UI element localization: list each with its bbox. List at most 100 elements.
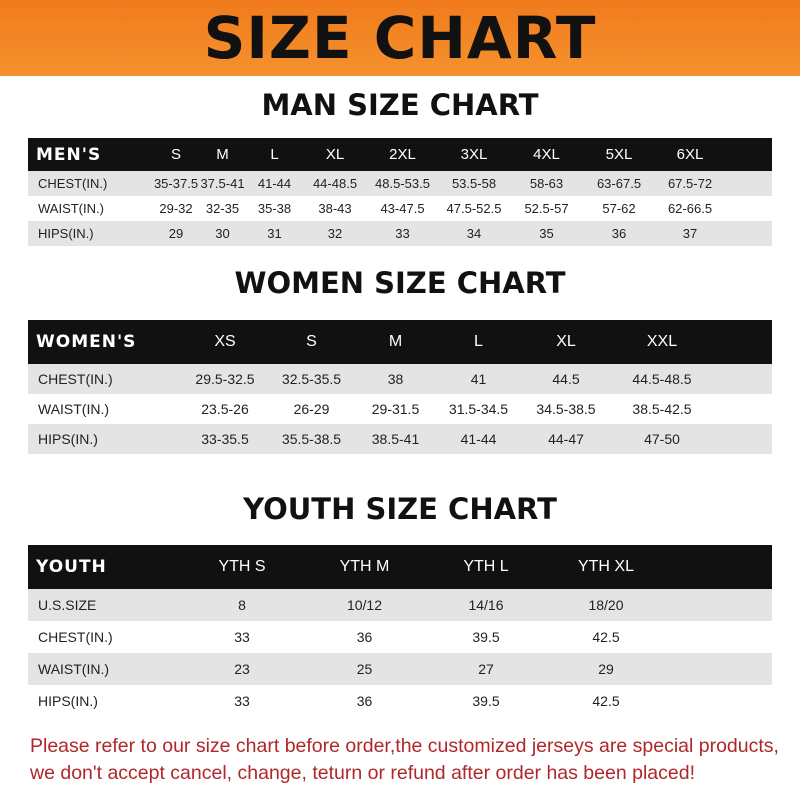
table-header: YOUTH YTH S YTH M YTH L YTH XL xyxy=(28,545,772,589)
cell: 36 xyxy=(356,693,373,709)
cell: S xyxy=(170,146,181,163)
cell: 34 xyxy=(466,226,482,241)
row-label: YOUTH xyxy=(36,557,107,577)
cell: L xyxy=(270,146,279,163)
cell: 31 xyxy=(267,226,282,241)
row-label: WAIST(IN.) xyxy=(38,661,110,677)
women-size-table: WOMEN'S XS S M L XL XXL CHEST(IN.) 29.5-32.5 32.5… xyxy=(28,320,772,454)
cell: 10/12 xyxy=(346,597,383,613)
cell: XL xyxy=(556,333,576,350)
table-row: CHEST(IN.) 29.5-32.5 32.5-35.5 38 41 44.5 44.5… xyxy=(28,364,772,394)
row-label: CHEST(IN.) xyxy=(38,629,113,645)
cell: 41-44 xyxy=(460,431,497,447)
cell: 41-44 xyxy=(257,176,292,191)
cell: 35.5-38.5 xyxy=(281,431,342,447)
table-row: WAIST(IN.) 23 25 27 29 xyxy=(28,653,772,685)
cell: 47-50 xyxy=(644,431,680,447)
cell: 29-32 xyxy=(159,201,193,216)
cell: M xyxy=(216,146,229,163)
table-row: U.S.SIZE 8 10/12 14/16 18/20 xyxy=(28,589,772,621)
cell: 2XL xyxy=(389,146,416,163)
cell: 25 xyxy=(356,661,373,677)
cell: 48.5-53.5 xyxy=(375,176,430,191)
row-label: WOMEN'S xyxy=(36,332,137,352)
cell: 33-35.5 xyxy=(201,431,249,447)
cell: 35 xyxy=(539,226,554,241)
row-label: U.S.SIZE xyxy=(38,597,97,613)
cell: YTH M xyxy=(339,558,390,575)
cell: 3XL xyxy=(460,146,488,163)
order-notice: Please refer to our size chart before or… xyxy=(30,735,779,784)
cell: 52.5-57 xyxy=(524,201,569,216)
cell: 63-67.5 xyxy=(596,176,642,191)
cell: 36 xyxy=(611,226,627,241)
cell: 35-37.5 xyxy=(153,176,199,191)
cell: 32.5-35.5 xyxy=(281,371,342,387)
cell: S xyxy=(306,333,317,350)
cell: 32-35 xyxy=(205,201,240,216)
cell: 29.5-32.5 xyxy=(195,371,255,387)
table-header: MEN'S S M L XL 2XL 3XL 4XL 5XL 6XL xyxy=(28,138,772,171)
cell: 29-31.5 xyxy=(371,401,420,417)
cell: 23.5-26 xyxy=(201,401,249,417)
row-label: HIPS(IN.) xyxy=(38,226,94,241)
cell: XXL xyxy=(646,333,678,350)
cell: L xyxy=(474,333,483,350)
cell: 36 xyxy=(356,629,373,645)
cell: 58-63 xyxy=(529,176,564,191)
cell: 38.5-41 xyxy=(371,431,420,447)
cell: 44.5 xyxy=(552,371,580,387)
cell: 4XL xyxy=(533,146,560,163)
table-row: HIPS(IN.) 29 30 31 32 33 34 35 36 37 xyxy=(28,221,772,246)
cell: 27 xyxy=(478,661,494,677)
cell: 43-47.5 xyxy=(380,201,425,216)
cell: 29 xyxy=(168,226,184,241)
table-row: WAIST(IN.) 23.5-26 26-29 29-31.5 31.5-34.5 34… xyxy=(28,394,772,424)
cell: 37.5-41 xyxy=(200,176,245,191)
cell: 26-29 xyxy=(293,401,330,417)
row-label: HIPS(IN.) xyxy=(38,431,98,447)
cell: 57-62 xyxy=(602,201,636,216)
row-label: CHEST(IN.) xyxy=(38,176,108,191)
row-label: WAIST(IN.) xyxy=(38,401,110,417)
cell: 41 xyxy=(470,371,487,387)
cell: 33 xyxy=(395,226,410,241)
youth-size-table: YOUTH YTH S YTH M YTH L YTH XL U.S.SIZE 8 10/12… xyxy=(28,545,772,717)
cell: 29 xyxy=(598,661,614,677)
cell: XL xyxy=(325,146,345,163)
cell: 39.5 xyxy=(472,629,500,645)
table-header: WOMEN'S XS S M L XL XXL xyxy=(28,320,772,364)
row-label: WAIST(IN.) xyxy=(38,201,104,216)
cell: XS xyxy=(214,333,236,350)
cell: 39.5 xyxy=(472,693,500,709)
cell: 44-47 xyxy=(548,431,584,447)
cell: 47.5-52.5 xyxy=(446,201,502,216)
cell: YTH S xyxy=(218,558,266,575)
cell: YTH XL xyxy=(577,558,634,575)
cell: 33 xyxy=(234,693,250,709)
men-title: MAN SIZE CHART xyxy=(261,88,539,122)
row-label: HIPS(IN.) xyxy=(38,693,98,709)
cell: 42.5 xyxy=(592,693,620,709)
cell: YTH L xyxy=(463,558,509,575)
cell: 5XL xyxy=(605,146,633,163)
cell: 23 xyxy=(234,661,250,677)
table-row: WAIST(IN.) 29-32 32-35 35-38 38-43 43-47.5 47.… xyxy=(28,196,772,221)
cell: 31.5-34.5 xyxy=(448,401,509,417)
cell: 67.5-72 xyxy=(667,176,713,191)
cell: 33 xyxy=(234,629,250,645)
cell: 30 xyxy=(215,226,230,241)
cell: 34.5-38.5 xyxy=(536,401,596,417)
cell: M xyxy=(388,333,403,350)
cell: 6XL xyxy=(676,146,704,163)
table-row: CHEST(IN.) 33 36 39.5 42.5 xyxy=(28,621,772,653)
cell: 32 xyxy=(327,226,343,241)
cell: 14/16 xyxy=(468,597,504,613)
cell: 37 xyxy=(682,226,698,241)
row-label: CHEST(IN.) xyxy=(38,371,113,387)
cell: 38.5-42.5 xyxy=(632,401,692,417)
women-title: WOMEN SIZE CHART xyxy=(234,266,566,300)
banner-title: SIZE CHART xyxy=(203,4,597,72)
cell: 53.5-58 xyxy=(451,176,497,191)
cell: 38-43 xyxy=(318,201,352,216)
